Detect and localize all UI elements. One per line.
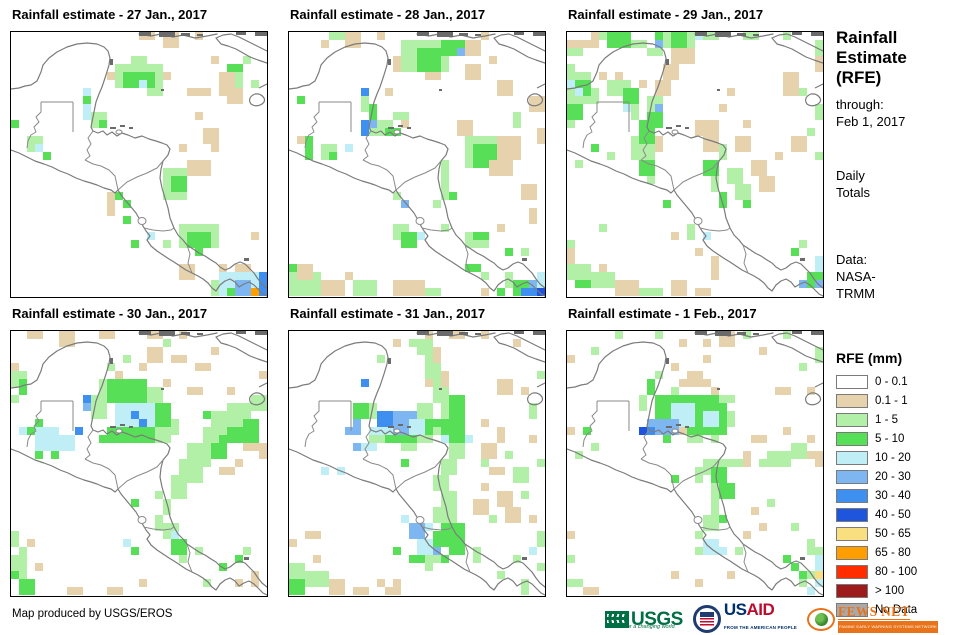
through-date: through: Feb 1, 2017 — [836, 96, 926, 130]
legend-swatch — [836, 450, 868, 465]
period-label: Daily Totals — [836, 168, 870, 200]
fewsnet-logo: FEWS NET FAMINE EARLY WARNING SYSTEMS NE… — [807, 603, 939, 633]
legend-swatch — [836, 412, 868, 427]
map-panel-29jan: Rainfall estimate - 29 Jan., 2017 — [566, 6, 824, 298]
legend-label: 0 - 0.1 — [875, 375, 908, 388]
legend-label: 65 - 80 — [875, 546, 911, 559]
rainfall-cells — [567, 32, 823, 296]
legend-swatch — [836, 526, 868, 541]
usgs-logo: USGS — [605, 608, 683, 630]
fewsnet-wordmark: FEWS NET — [838, 603, 910, 620]
panel-title: Rainfall estimate - 27 Jan., 2017 — [12, 7, 208, 22]
legend-item: > 100 — [836, 583, 968, 598]
legend-item: 65 - 80 — [836, 545, 968, 560]
rainfall-cells — [567, 331, 823, 595]
legend-item: 40 - 50 — [836, 507, 968, 522]
legend-item: 1 - 5 — [836, 412, 968, 427]
legend-label: 20 - 30 — [875, 470, 911, 483]
legend-swatch — [836, 393, 868, 408]
fewsnet-tagline: FAMINE EARLY WARNING SYSTEMS NETWORK — [838, 620, 939, 633]
panel-title: Rainfall estimate - 1 Feb., 2017 — [568, 306, 757, 321]
legend-swatch — [836, 545, 868, 560]
legend-item: 20 - 30 — [836, 469, 968, 484]
legend-label: 5 - 10 — [875, 432, 905, 445]
map-31jan — [288, 330, 546, 597]
usaid-wordmark: USAID — [723, 600, 775, 619]
map-panel-1feb: Rainfall estimate - 1 Feb., 2017 — [566, 305, 824, 597]
legend-swatch — [836, 431, 868, 446]
map-panel-31jan: Rainfall estimate - 31 Jan., 2017 — [288, 305, 546, 597]
legend-swatch — [836, 374, 868, 389]
data-source-value: NASA-TRMM — [836, 269, 876, 301]
panel-title: Rainfall estimate - 31 Jan., 2017 — [290, 306, 486, 321]
usaid-tagline: FROM THE AMERICAN PEOPLE — [723, 625, 797, 630]
legend-item: 80 - 100 — [836, 564, 968, 579]
panel-title: Rainfall estimate - 28 Jan., 2017 — [290, 7, 486, 22]
usgs-waves-icon — [605, 610, 629, 628]
data-source: Data: NASA-TRMM — [836, 251, 888, 302]
legend-swatch — [836, 488, 868, 503]
usgs-wordmark: USGS — [631, 608, 683, 630]
legend-item: No Data — [836, 602, 968, 617]
map-panel-27jan: Rainfall estimate - 27 Jan., 2017 — [10, 6, 268, 298]
legend-swatch — [836, 583, 868, 598]
legend-swatch — [836, 602, 868, 617]
map-panel-28jan: Rainfall estimate - 28 Jan., 2017 — [288, 6, 546, 298]
legend-label: 40 - 50 — [875, 508, 911, 521]
panel-title: Rainfall estimate - 30 Jan., 2017 — [12, 306, 208, 321]
legend-item: 30 - 40 — [836, 488, 968, 503]
rainfall-cells — [11, 331, 267, 595]
through-label: through: — [836, 97, 884, 112]
legend-label: > 100 — [875, 584, 905, 597]
legend-label: 1 - 5 — [875, 413, 899, 426]
legend-swatch — [836, 564, 868, 579]
legend-item: 50 - 65 — [836, 526, 968, 541]
map-27jan — [10, 31, 268, 298]
legend: RFE (mm) 0 - 0.1 0.1 - 1 1 - 5 5 - 10 10 - 2… — [836, 350, 968, 622]
rainfall-cells — [289, 32, 545, 296]
footer-logos: USGS USAID FROM THE AMERICAN PEOPLE FEWS… — [605, 600, 948, 635]
legend-item: 0.1 - 1 — [836, 393, 968, 408]
product-title: Rainfall Estimate (RFE) — [836, 28, 907, 87]
usgs-tagline: science for a changing world — [605, 624, 675, 630]
legend-label: No Data — [875, 603, 918, 616]
legend-label: 80 - 100 — [875, 565, 918, 578]
map-30jan — [10, 330, 268, 597]
legend-item: 5 - 10 — [836, 431, 968, 446]
panel-title: Rainfall estimate - 29 Jan., 2017 — [568, 7, 764, 22]
legend-title: RFE (mm) — [836, 350, 903, 366]
map-29jan — [566, 31, 824, 298]
legend-swatch — [836, 507, 868, 522]
legend-swatch — [836, 469, 868, 484]
fewsnet-globe-icon — [807, 607, 835, 631]
legend-label: 50 - 65 — [875, 527, 911, 540]
legend-label: 10 - 20 — [875, 451, 911, 464]
map-panel-30jan: Rainfall estimate - 30 Jan., 2017 — [10, 305, 268, 597]
legend-items: 0 - 0.1 0.1 - 1 1 - 5 5 - 10 10 - 20 20 - 30 3… — [836, 374, 968, 617]
usaid-logo: USAID FROM THE AMERICAN PEOPLE — [692, 600, 797, 635]
legend-label: 30 - 40 — [875, 489, 911, 502]
usaid-seal-icon — [692, 605, 721, 633]
map-28jan — [288, 31, 546, 298]
legend-label: 0.1 - 1 — [875, 394, 908, 407]
map-1feb — [566, 330, 824, 597]
data-source-label: Data: — [836, 252, 868, 267]
map-credit: Map produced by USGS/EROS — [12, 608, 173, 620]
rainfall-cells — [11, 32, 267, 296]
rainfall-cells — [289, 331, 545, 595]
through-value: Feb 1, 2017 — [836, 114, 906, 129]
legend-item: 0 - 0.1 — [836, 374, 968, 389]
legend-item: 10 - 20 — [836, 450, 968, 465]
